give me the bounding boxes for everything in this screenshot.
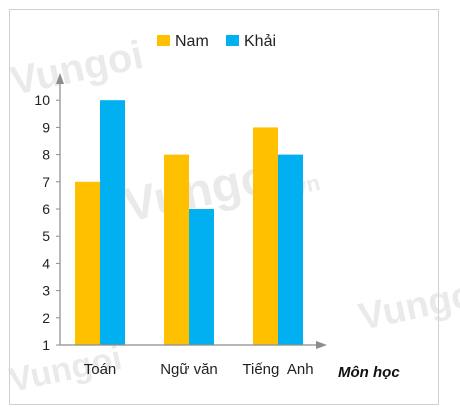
- axes: [56, 73, 327, 349]
- y-tick-label: 6: [42, 201, 50, 217]
- legend: Nam Khải: [157, 33, 276, 50]
- bar-khai-1: [189, 209, 214, 345]
- bar-khai-2: [278, 154, 303, 345]
- x-axis-arrow-icon: [316, 341, 327, 349]
- bar-nam-0: [75, 181, 100, 345]
- x-categories: Toán Ngữ văn Tiếng Anh: [84, 361, 314, 378]
- y-tick-label: 9: [42, 119, 50, 135]
- y-tick-label: 7: [42, 174, 50, 190]
- bar-nam-1: [164, 154, 189, 345]
- legend-swatch: [157, 35, 170, 46]
- bar-nam-2: [253, 127, 278, 346]
- y-axis-arrow-icon: [56, 73, 64, 84]
- y-tick-label: 3: [42, 283, 50, 299]
- legend-label: Khải: [244, 33, 276, 50]
- x-category-label: Toán: [84, 361, 117, 378]
- y-tick-label: 10: [34, 92, 50, 108]
- y-ticks: 1 2 3 4 5 6 7 8 9 10: [34, 92, 60, 353]
- legend-label: Nam: [175, 33, 209, 50]
- legend-swatch: [226, 35, 239, 46]
- x-category-label: Ngữ văn: [160, 361, 218, 378]
- bar-khai-0: [100, 100, 125, 345]
- y-tick-label: 4: [42, 255, 50, 271]
- y-tick-label: 5: [42, 228, 50, 244]
- watermark-text-right: Vungoi: [355, 271, 460, 339]
- watermark-text-topleft: Vungoi: [7, 33, 147, 104]
- x-axis-title: Môn học: [338, 364, 400, 381]
- bars-group: [75, 100, 303, 346]
- x-category-label: Tiếng Anh: [242, 361, 313, 378]
- y-tick-label: 1: [42, 337, 50, 353]
- y-tick-label: 8: [42, 147, 50, 163]
- y-tick-label: 2: [42, 310, 50, 326]
